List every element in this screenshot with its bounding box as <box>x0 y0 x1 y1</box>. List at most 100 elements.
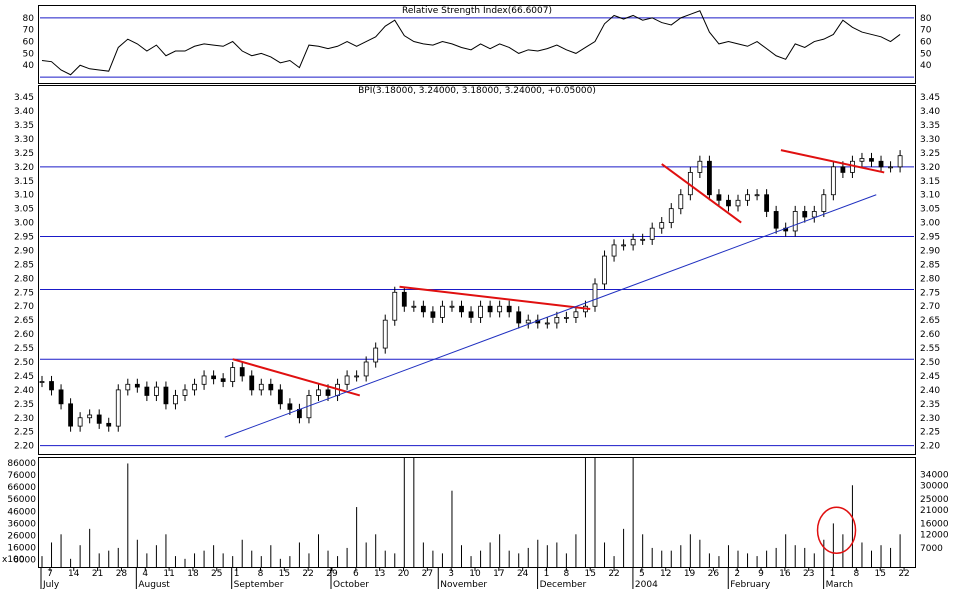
x-day-label-19: 17 <box>493 569 504 579</box>
candle-body <box>764 194 770 212</box>
rsi-tick-left-4: 80 <box>23 14 35 24</box>
price-tick-left-22: 3.30 <box>14 135 34 145</box>
candle-body <box>382 319 388 349</box>
rsi-panel-frame <box>38 5 916 84</box>
x-day-label-2: 21 <box>92 569 103 579</box>
candle-body <box>220 378 226 382</box>
x-day-label-17: 3 <box>448 569 454 579</box>
price-tick-right-14: 2.90 <box>920 246 940 256</box>
x-day-label-15: 20 <box>398 569 410 579</box>
price-tick-right-6: 2.50 <box>920 358 940 368</box>
vol-tick-right-0: 7000 <box>920 544 943 554</box>
price-tick-right-21: 3.25 <box>920 149 940 159</box>
candle-body <box>621 244 626 247</box>
volume-panel-frame <box>38 457 916 568</box>
candle-body <box>792 211 798 232</box>
x-day-label-9: 8 <box>258 569 264 579</box>
candle-body <box>726 199 731 207</box>
x-day-label-1: 14 <box>68 569 80 579</box>
price-tick-left-14: 2.90 <box>14 246 34 256</box>
candle-body <box>154 386 159 396</box>
price-tick-right-4: 2.40 <box>920 386 940 396</box>
red-trendline-2 <box>661 163 742 224</box>
rsi-tick-right-1: 50 <box>920 49 932 59</box>
candle-body <box>678 194 684 210</box>
rsi-tick-left-2: 60 <box>23 38 35 48</box>
candle-body <box>754 194 760 197</box>
candle-body <box>344 375 350 385</box>
candle-body <box>420 305 426 313</box>
price-tick-right-1: 2.25 <box>920 428 940 438</box>
x-day-label-32: 23 <box>803 569 814 579</box>
x-day-label-23: 15 <box>584 569 595 579</box>
candle-body <box>39 381 45 383</box>
candle-body <box>373 347 379 363</box>
red-trendline-3 <box>780 149 885 174</box>
x-day-label-0: 7 <box>47 569 53 579</box>
x-month-label-5: December <box>540 580 587 589</box>
x-day-label-16: 27 <box>422 569 433 579</box>
candle-body <box>249 375 255 391</box>
price-tick-left-7: 2.55 <box>14 344 34 354</box>
candle-body <box>411 305 417 308</box>
candle-body <box>516 311 522 324</box>
rsi-tick-right-3: 70 <box>920 26 932 36</box>
candle-body <box>49 381 54 391</box>
candle-body <box>258 383 264 391</box>
vol-tick-right-5: 30000 <box>920 481 949 491</box>
x-day-label-35: 15 <box>875 569 886 579</box>
vol-tick-left-6: 66000 <box>7 483 36 493</box>
candle-body <box>659 222 665 229</box>
candle-body <box>611 244 617 257</box>
candle-body <box>602 255 607 285</box>
price-horizontal-levels <box>40 166 914 447</box>
price-tick-left-20: 3.20 <box>14 163 34 173</box>
price-tick-right-25: 3.45 <box>920 93 940 103</box>
x-day-label-10: 15 <box>279 569 290 579</box>
candle-body <box>316 389 321 396</box>
price-tick-left-1: 2.25 <box>14 428 34 438</box>
candle-body <box>573 311 579 318</box>
candle-body <box>287 403 293 410</box>
vol-tick-left-3: 36000 <box>7 519 36 529</box>
candle-body <box>134 383 140 388</box>
vol-tick-left-8: 86000 <box>7 459 36 469</box>
candle-body <box>144 386 150 396</box>
x-day-label-34: 8 <box>854 569 860 579</box>
price-tick-left-25: 3.45 <box>14 93 34 103</box>
volume-bars <box>41 458 901 567</box>
candle-body <box>230 367 236 382</box>
candle-body <box>897 155 903 168</box>
x-month-label-4: November <box>440 580 487 589</box>
price-tick-right-10: 2.70 <box>920 302 940 312</box>
candle-body <box>268 383 274 391</box>
x-day-label-36: 22 <box>898 569 909 579</box>
volume-annotation-circle <box>816 506 857 555</box>
rsi-tick-left-1: 50 <box>23 49 35 59</box>
price-tick-right-5: 2.45 <box>920 372 940 382</box>
price-tick-right-2: 2.30 <box>920 414 940 424</box>
x-day-label-24: 22 <box>608 569 619 579</box>
candle-body <box>297 408 302 419</box>
price-tick-left-4: 2.40 <box>14 386 34 396</box>
candle-body <box>630 238 636 246</box>
x-month-label-3: October <box>333 580 369 589</box>
candle-body <box>487 305 493 313</box>
price-tick-right-9: 2.65 <box>920 316 940 326</box>
x-day-label-3: 28 <box>116 569 128 579</box>
x-day-label-28: 26 <box>708 569 720 579</box>
candle-body <box>211 375 217 380</box>
price-tick-left-6: 2.50 <box>14 358 34 368</box>
price-tick-left-11: 2.75 <box>14 288 34 298</box>
candle-body <box>239 367 245 377</box>
candle-body <box>640 238 646 241</box>
x-day-label-12: 29 <box>326 569 338 579</box>
candle-body <box>745 194 750 201</box>
candle-body <box>201 375 207 385</box>
price-tick-right-11: 2.75 <box>920 288 940 298</box>
rsi-title: Relative Strength Index(66.6007) <box>402 6 552 16</box>
rsi-tick-right-4: 80 <box>920 14 932 24</box>
candle-body <box>68 403 73 427</box>
candle-body <box>325 389 331 396</box>
